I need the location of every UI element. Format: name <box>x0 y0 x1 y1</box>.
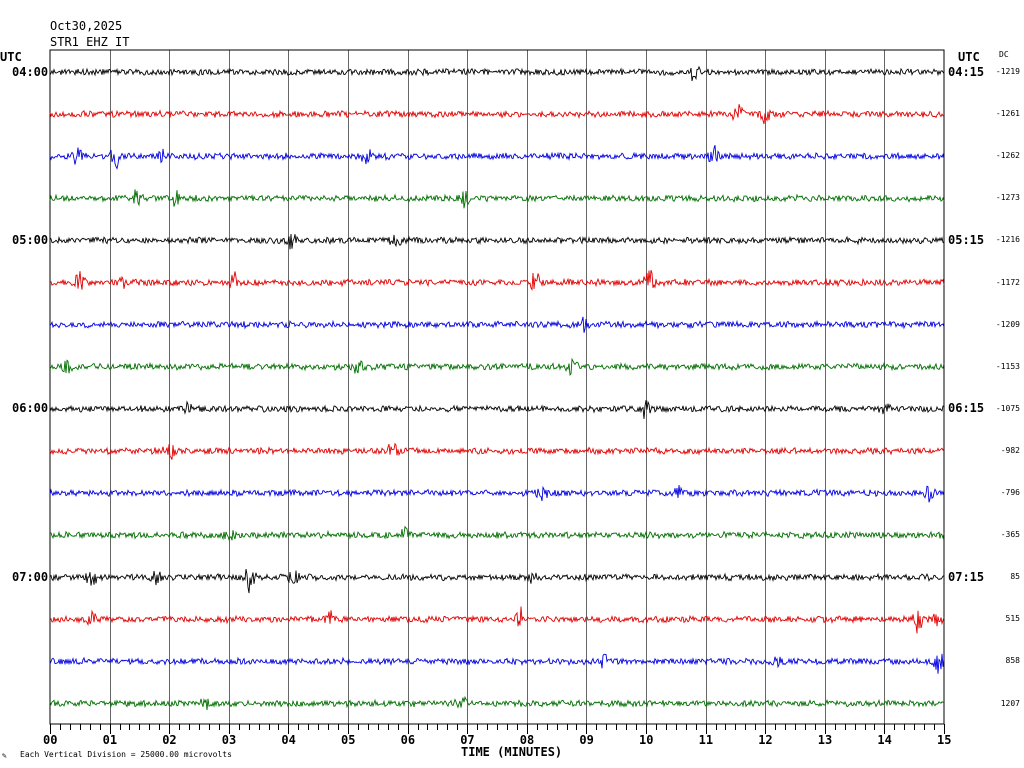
chart-title: STR1 EHZ IT <box>50 35 130 49</box>
seismic-trace <box>49 485 945 503</box>
x-tick-label: 00 <box>43 733 58 747</box>
seismic-trace <box>49 65 945 82</box>
x-tick-label: 05 <box>341 733 356 747</box>
dc-offset-label: 515 <box>1005 614 1020 624</box>
x-tick-label: 02 <box>162 733 177 747</box>
seismic-trace <box>49 442 945 460</box>
x-tick-label: 06 <box>400 733 416 747</box>
right-time-label: 04:15 <box>948 65 985 79</box>
x-tick-label: 13 <box>817 733 833 747</box>
x-axis-title: TIME (MINUTES) <box>461 745 563 759</box>
dc-offset-label: 858 <box>1005 656 1020 666</box>
footnote: Each Vertical Division = 25000.00 microv… <box>20 750 232 759</box>
dc-offset-label: -1216 <box>995 235 1020 245</box>
dc-offset-label: 85 <box>1010 572 1020 582</box>
seismic-trace <box>49 653 945 674</box>
dc-offset-label: -1262 <box>995 151 1020 161</box>
seismic-trace <box>49 606 945 634</box>
dc-offset-label: -365 <box>1000 530 1020 540</box>
seismic-trace <box>49 189 945 209</box>
x-tick-label: 03 <box>221 733 237 747</box>
left-utc-label: UTC <box>0 50 22 64</box>
dc-column-label: DC <box>999 50 1009 59</box>
dc-offset-label: -796 <box>1000 488 1020 497</box>
left-time-label: 07:00 <box>12 570 49 584</box>
seismic-trace <box>49 400 945 419</box>
seismic-trace <box>49 316 945 333</box>
dc-offset-label: -1219 <box>995 67 1020 76</box>
dc-offset-label: -1153 <box>995 361 1020 371</box>
x-tick-label: 11 <box>698 733 714 747</box>
dc-offset-label: -1075 <box>995 403 1020 413</box>
x-tick-label: 14 <box>877 733 892 747</box>
x-tick-label: 04 <box>281 733 296 747</box>
seismic-trace <box>49 270 945 292</box>
dc-offset-label: -1273 <box>995 193 1020 203</box>
left-time-label: 04:00 <box>12 65 49 79</box>
x-tick-label: 12 <box>758 733 773 747</box>
seismic-trace <box>49 569 945 594</box>
x-tick-label: 07 <box>460 733 475 747</box>
seismic-trace <box>49 233 945 250</box>
x-tick-label: 08 <box>519 733 535 747</box>
x-tick-label: 15 <box>937 733 952 747</box>
x-tick-label: 10 <box>639 733 654 747</box>
seismic-trace <box>49 525 945 541</box>
seismic-trace <box>49 357 945 376</box>
left-time-label: 05:00 <box>12 233 49 247</box>
x-tick-label: 09 <box>579 733 594 747</box>
dc-offset-label: -1209 <box>995 319 1020 329</box>
dc-offset-label: -1261 <box>995 109 1020 119</box>
seismic-trace <box>49 695 945 711</box>
chart-date: Oct30,2025 <box>50 19 123 33</box>
plot-frame <box>49 49 945 725</box>
right-time-label: 06:15 <box>948 401 985 415</box>
seismic-trace <box>49 145 945 170</box>
seismic-trace <box>49 104 945 125</box>
right-time-label: 07:15 <box>948 570 985 584</box>
right-time-label: 05:15 <box>948 233 985 247</box>
dc-offset-label: -1172 <box>995 277 1020 287</box>
x-tick-label: 01 <box>102 733 118 747</box>
footnote-mark: ✎ <box>2 751 7 760</box>
right-utc-label: UTC <box>958 50 980 64</box>
dc-offset-label: -982 <box>1000 445 1020 455</box>
left-time-label: 06:00 <box>12 401 49 415</box>
dc-offset-label: 1207 <box>1000 698 1020 708</box>
